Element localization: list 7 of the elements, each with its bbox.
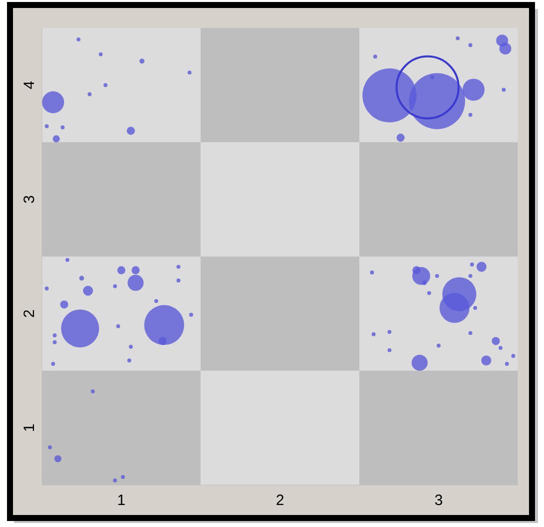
x-tick-label: 2 [276,492,284,509]
x-tick-label: 3 [434,492,443,509]
y-tick-label: 2 [21,309,38,318]
x-tick-label: 1 [117,492,126,509]
y-tick-label: 1 [21,424,38,432]
y-tick-label: 4 [21,80,38,90]
y-tick-label: 3 [21,195,38,204]
